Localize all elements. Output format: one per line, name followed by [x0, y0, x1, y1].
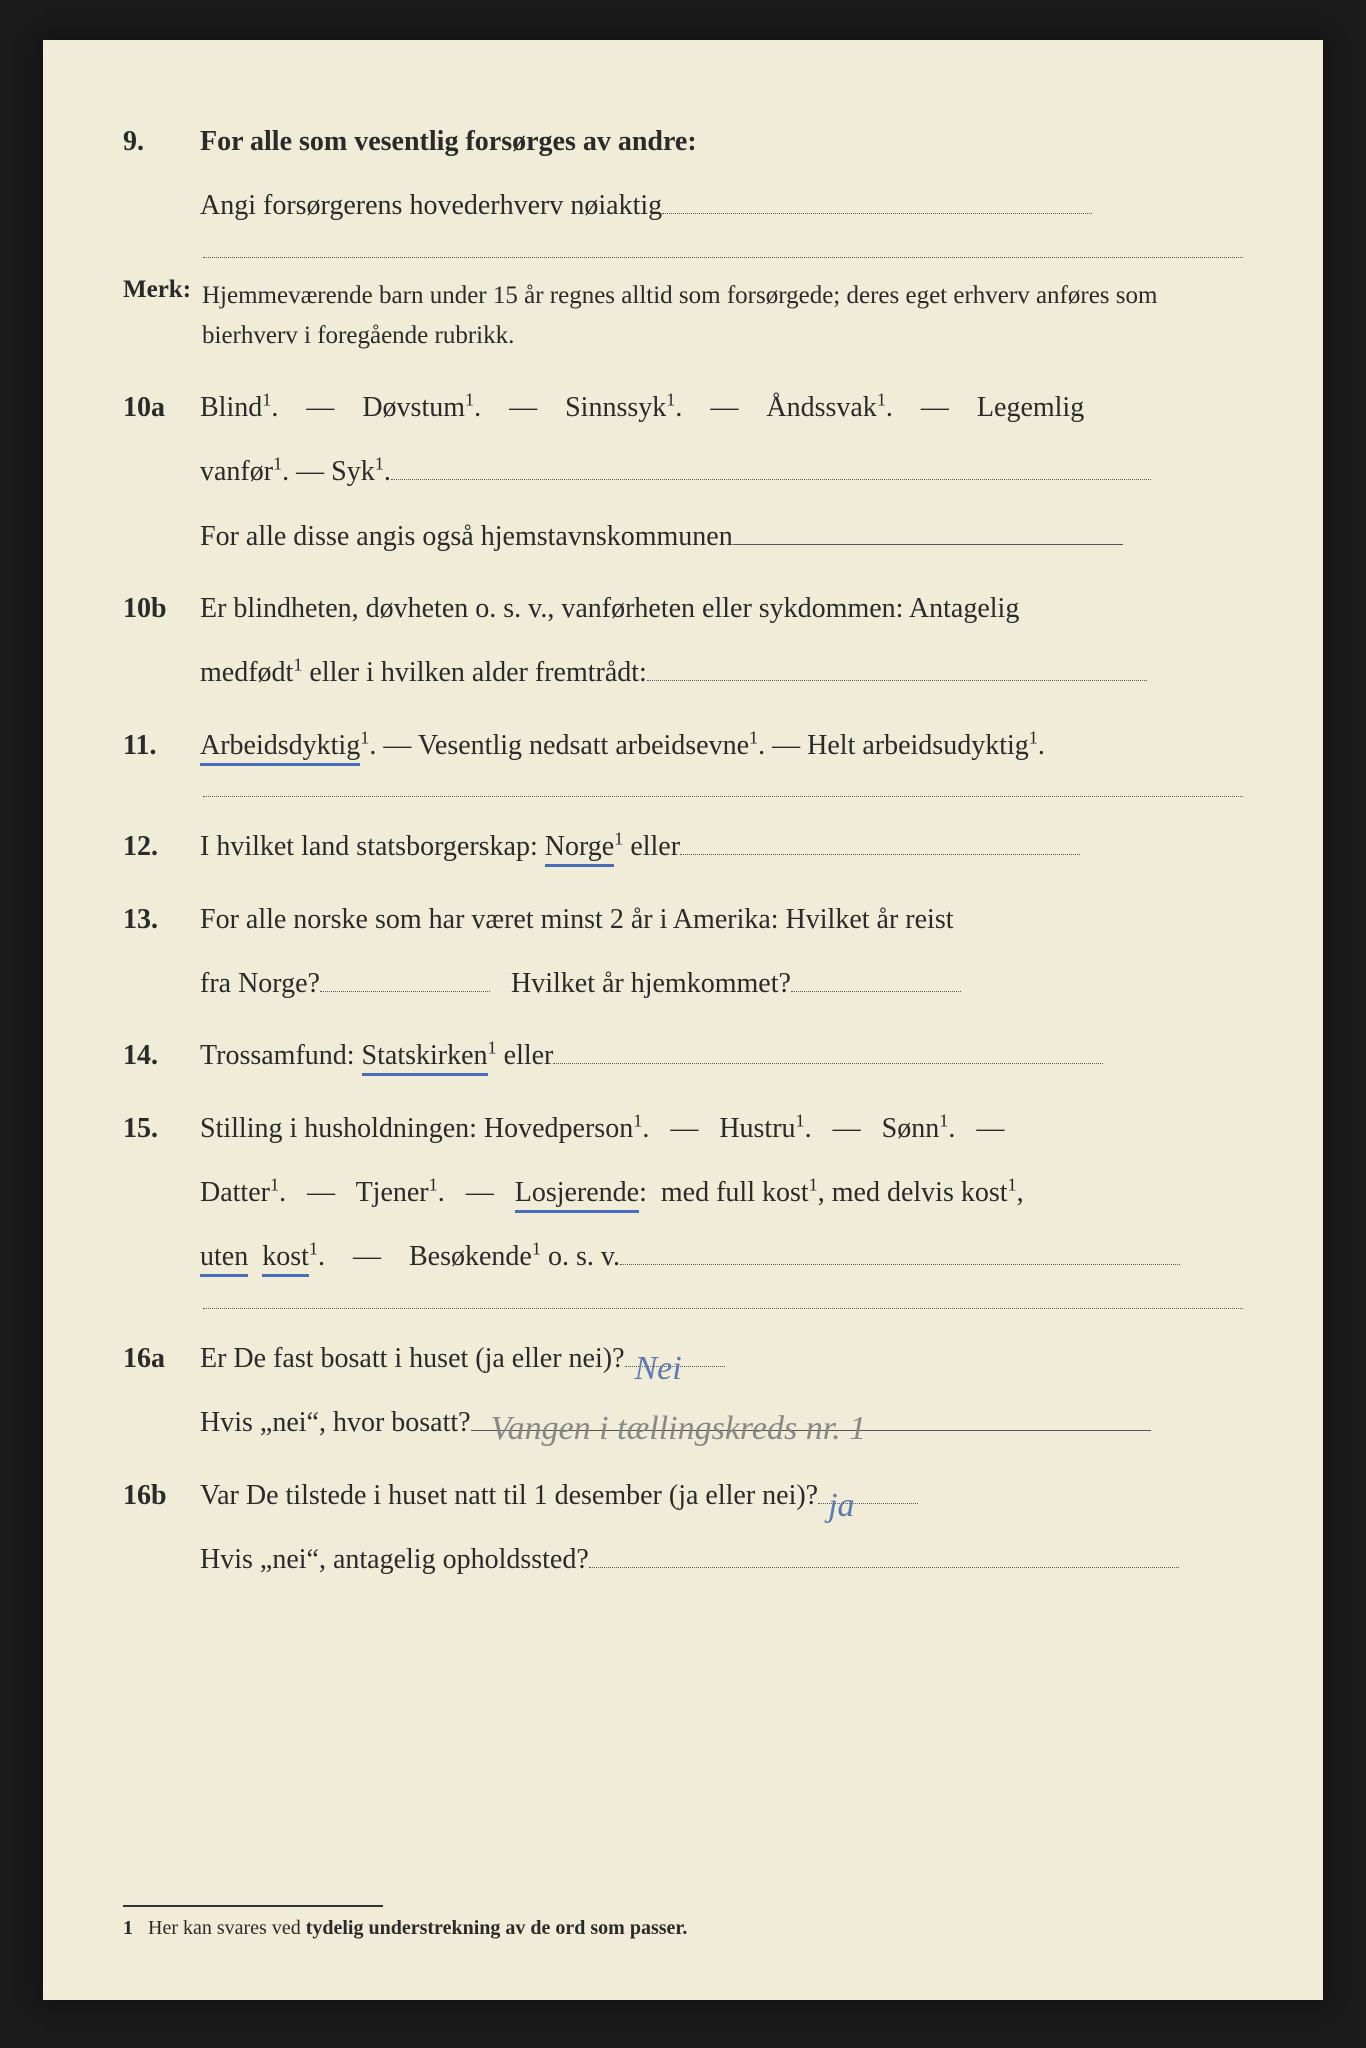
- answer-16a-2: Vangen i tællingskreds nr. 1: [491, 1390, 867, 1468]
- footnote-area: 1 Her kan svares ved tydelig understrekn…: [123, 1905, 1243, 1940]
- q12-text2: eller: [623, 831, 680, 862]
- q10a-body: Blind1. — Døvstum1. — Sinnssyk1. — Åndss…: [200, 376, 1240, 569]
- opt-full-kost: med full kost: [661, 1177, 809, 1208]
- q10b-body: Er blindheten, døvheten o. s. v., vanfør…: [200, 577, 1240, 706]
- divider: [203, 257, 1243, 258]
- opt-statskirken: Statskirken: [362, 1040, 488, 1076]
- q14-text1: Trossamfund:: [200, 1040, 362, 1071]
- merk-note: Merk: Hjemmeværende barn under 15 år reg…: [123, 276, 1243, 356]
- question-9: 9. For alle som vesentlig forsørges av a…: [123, 110, 1243, 239]
- q13-text2a: fra Norge?: [200, 968, 320, 999]
- footnote: 1 Her kan svares ved tydelig understrekn…: [123, 1917, 1243, 1940]
- opt-nedsatt: Vesentlig nedsatt arbeidsevne: [418, 730, 749, 761]
- q9-number: 9.: [123, 110, 193, 174]
- q16b-text1: Var De tilstede i huset natt til 1 desem…: [200, 1480, 818, 1511]
- opt-besokende: Besøkende: [409, 1241, 532, 1272]
- fill-line: [662, 213, 1092, 214]
- opt-delvis-kost: med delvis kost: [832, 1177, 1008, 1208]
- q16a-body: Er De fast bosatt i huset (ja eller nei)…: [200, 1327, 1240, 1456]
- opt-datter: Datter: [200, 1177, 270, 1208]
- opt-hustru: Hustru: [719, 1113, 795, 1144]
- q14-number: 14.: [123, 1024, 193, 1088]
- opt-helt-udyktig: Helt arbeidsudyktig: [807, 730, 1029, 761]
- q10a-line3: For alle disse angis også hjemstavnskomm…: [200, 521, 733, 552]
- fill-with-answer: ja: [818, 1503, 918, 1504]
- question-13: 13. For alle norske som har været minst …: [123, 888, 1243, 1017]
- fill-line: [620, 1264, 1180, 1265]
- q16a-number: 16a: [123, 1327, 193, 1391]
- footnote-rule: [123, 1905, 383, 1907]
- footnote-text-a: Her kan svares ved: [148, 1917, 306, 1939]
- opt-legemlig: Legemlig: [977, 392, 1084, 423]
- question-12: 12. I hvilket land statsborgerskap: Norg…: [123, 815, 1243, 879]
- q16b-body: Var De tilstede i huset natt til 1 desem…: [200, 1464, 1240, 1593]
- answer-16b-1: ja: [828, 1467, 854, 1545]
- q13-text1: For alle norske som har været minst 2 år…: [200, 904, 954, 935]
- fill-line: [791, 991, 961, 992]
- q16b-number: 16b: [123, 1464, 193, 1528]
- q15-number: 15.: [123, 1097, 193, 1161]
- q10b-number: 10b: [123, 577, 193, 641]
- fill-with-answer: Nei: [625, 1366, 725, 1367]
- fill-line: [320, 991, 490, 992]
- q13-number: 13.: [123, 888, 193, 952]
- q10b-text2b: eller i hvilken alder fremtrådt:: [302, 657, 646, 688]
- fill-line: [680, 854, 1080, 855]
- q11-body: Arbeidsdyktig1. — Vesentlig nedsatt arbe…: [200, 714, 1240, 778]
- divider: [203, 1308, 1243, 1309]
- q9-body: For alle som vesentlig forsørges av andr…: [200, 110, 1240, 239]
- question-16a: 16a Er De fast bosatt i huset (ja eller …: [123, 1327, 1243, 1456]
- opt-kost: kost: [262, 1241, 309, 1277]
- q15-body: Stilling i husholdningen: Hovedperson1. …: [200, 1097, 1240, 1290]
- q16b-text2: Hvis „nei“, antagelig opholdssted?: [200, 1544, 589, 1575]
- q12-body: I hvilket land statsborgerskap: Norge1 e…: [200, 815, 1240, 879]
- q13-text2b: Hvilket år hjemkommet?: [511, 968, 791, 999]
- q10a-number: 10a: [123, 376, 193, 440]
- fill-line: [733, 544, 1123, 545]
- q16a-text1: Er De fast bosatt i huset (ja eller nei)…: [200, 1343, 625, 1374]
- opt-uten: uten: [200, 1241, 248, 1277]
- merk-text: Hjemmeværende barn under 15 år regnes al…: [202, 276, 1237, 356]
- question-14: 14. Trossamfund: Statskirken1 eller: [123, 1024, 1243, 1088]
- fill-with-answer: Vangen i tællingskreds nr. 1: [471, 1430, 1151, 1431]
- q13-body: For alle norske som har været minst 2 år…: [200, 888, 1240, 1017]
- q10b-text1: Er blindheten, døvheten o. s. v., vanfør…: [200, 593, 1019, 624]
- q12-text1: I hvilket land statsborgerskap:: [200, 831, 545, 862]
- q16a-text2: Hvis „nei“, hvor bosatt?: [200, 1407, 471, 1438]
- fill-line: [647, 680, 1147, 681]
- footnote-text-b: tydelig understrekning av de ord som pas…: [306, 1917, 688, 1939]
- fill-line: [553, 1063, 1103, 1064]
- q12-number: 12.: [123, 815, 193, 879]
- opt-losjerende: Losjerende: [515, 1177, 639, 1213]
- opt-vanfor: vanfør: [200, 456, 273, 487]
- divider: [203, 796, 1243, 797]
- opt-arbeidsdyktig: Arbeidsdyktig: [200, 730, 360, 766]
- q14-body: Trossamfund: Statskirken1 eller: [200, 1024, 1240, 1088]
- q14-eller: eller: [497, 1040, 554, 1071]
- question-10b: 10b Er blindheten, døvheten o. s. v., va…: [123, 577, 1243, 706]
- opt-sinnssyk: Sinnssyk: [565, 392, 666, 423]
- question-16b: 16b Var De tilstede i huset natt til 1 d…: [123, 1464, 1243, 1593]
- fill-line: [589, 1567, 1179, 1568]
- opt-syk: Syk: [331, 456, 375, 487]
- q9-title: For alle som vesentlig forsørges av andr…: [200, 126, 697, 157]
- question-10a: 10a Blind1. — Døvstum1. — Sinnssyk1. — Å…: [123, 376, 1243, 569]
- opt-sonn: Sønn: [882, 1113, 940, 1144]
- opt-tjener: Tjener: [356, 1177, 429, 1208]
- q9-line1: Angi forsørgerens hovederhverv nøiaktig: [200, 190, 662, 221]
- document-page: 9. For alle som vesentlig forsørges av a…: [43, 40, 1323, 2000]
- opt-dovstum: Døvstum: [362, 392, 465, 423]
- merk-label: Merk:: [123, 276, 198, 304]
- q15-text1: Stilling i husholdningen: Hovedperson: [200, 1113, 633, 1144]
- opt-blind: Blind: [200, 392, 262, 423]
- opt-norge: Norge: [545, 831, 614, 867]
- q11-number: 11.: [123, 714, 193, 778]
- fill-line: [391, 479, 1151, 480]
- q10b-text2a: medfødt: [200, 657, 293, 688]
- q15-osv: o. s. v.: [541, 1241, 620, 1272]
- question-11: 11. Arbeidsdyktig1. — Vesentlig nedsatt …: [123, 714, 1243, 778]
- question-15: 15. Stilling i husholdningen: Hovedperso…: [123, 1097, 1243, 1290]
- opt-andssvak: Åndssvak: [766, 392, 876, 423]
- footnote-marker: 1: [123, 1917, 133, 1939]
